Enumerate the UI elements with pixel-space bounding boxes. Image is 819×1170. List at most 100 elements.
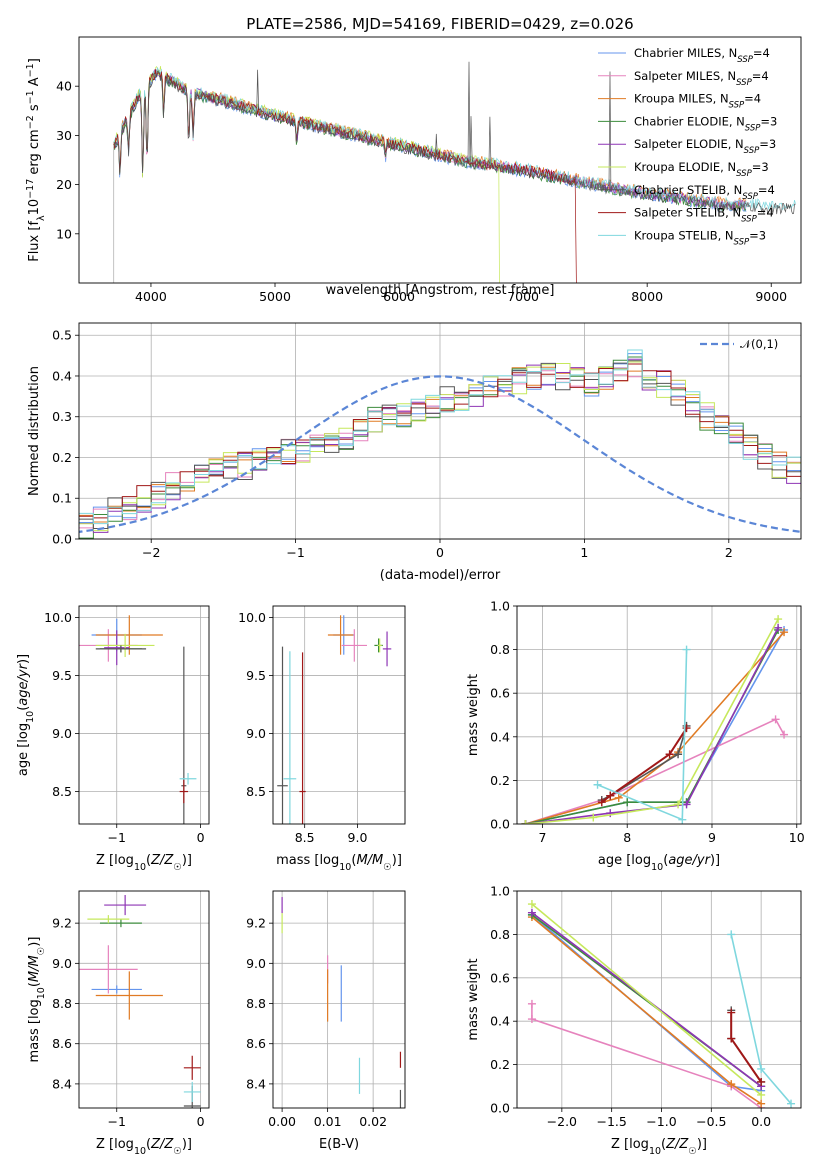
y-tick-label: 8.5 [246,784,266,799]
y-tick-label: 0.8 [490,927,510,942]
label-part: Flux [f [27,221,42,262]
series-marker [527,908,536,917]
label-part: age/yr [668,853,711,868]
x-tick-label: −1 [286,545,304,560]
series-line-kroupa-miles [531,916,762,1105]
x-tick-label: 0.0 [751,1114,771,1129]
spectrum-line-kroupa-elodie [113,65,500,283]
x-tick-label: −1 [108,830,126,845]
label-part: A [27,77,42,90]
errorbar-point [104,895,147,916]
y-tick-label: 1.0 [490,599,510,614]
y-tick-label: 0.0 [52,532,72,547]
errorbar-point [382,631,392,667]
legend-value: =4 [744,92,761,106]
legend-sub: SSP [745,123,761,133]
panel-massweight_vs_Z: −2.0 −1.5 −1.0 −0.5 0.0 0.0 0.2 0.4 0.6 0.8 1.0 Z [… [466,884,802,1157]
x-tick-label: −1.5 [596,1114,626,1129]
y-tick-label: 9.0 [52,726,72,741]
series-marker [727,1080,736,1089]
y-tick-label: 9.5 [246,668,266,683]
y-tick-label: 0.6 [490,970,510,985]
x-axis-label: Z [log10(Z/Z☉)] [96,1137,192,1157]
label-part: ( [27,982,42,987]
legend-entry: Salpeter STELIB, NSSP=4 [634,206,774,225]
series-marker [682,645,691,654]
y-tick-label: 10.0 [44,610,72,625]
series-marker [674,800,683,809]
series-line-salpeter-elodie [525,627,779,824]
errorbar-point [299,652,306,824]
x-tick-label: 0.01 [314,1114,342,1129]
label-part: 10 [25,711,36,723]
x-tick-label: 0 [197,830,205,845]
x-axis-label: Z [log10(Z/Z☉)] [611,1137,707,1157]
label-part: ] [27,58,42,63]
x-tick-label: 0.00 [268,1114,296,1129]
label-part: Z [log [611,1137,649,1152]
x-tick-label: −1.0 [646,1114,676,1129]
x-tick-label: 5000 [259,289,291,304]
y-tick-label: 9.2 [246,916,266,931]
errorbar-point [99,919,142,928]
x-tick-label: 8000 [631,289,663,304]
legend-name: Chabrier ELODIE, N [634,114,745,128]
x-tick-label: 6000 [383,289,415,304]
legend-value: =3 [759,137,776,151]
label-part: 10 [134,862,146,873]
label-part: 10 [649,1146,661,1157]
plot-area-age_vs_Z [79,615,197,824]
hist-salpeter-stelib [79,363,801,539]
label-part: )] [710,853,720,868]
errorbar-point [327,615,354,655]
series-marker [771,715,780,724]
errorbar-point [87,915,130,924]
y-tick-label: 9.0 [246,726,266,741]
x-tick-label: 9 [708,830,716,845]
series-marker [674,750,683,759]
axes-frame [516,605,802,825]
hist-kroupa-stelib [79,349,801,539]
label-part: 10 [651,862,663,873]
label-part: 10 [339,862,351,873]
y-tick-label: 8.6 [52,1036,72,1051]
label-part: −1 [25,63,36,77]
label-part: age [log [598,853,651,868]
y-tick-label: 30 [56,128,72,143]
errorbar-point [283,651,297,824]
series-marker [727,930,736,939]
series-marker [727,1008,736,1017]
series-marker [527,900,536,909]
legend-value: =3 [749,228,766,242]
legend-entry: Chabrier ELODIE, NSSP=3 [634,114,777,133]
series-marker [757,1090,766,1099]
x-axis-label: mass [log10(M/M☉)] [276,853,402,873]
y-tick-label: 8.4 [246,1076,266,1091]
y-tick-label: 9.2 [52,916,72,931]
label-part: 10 [27,199,42,216]
y-axis-label: mass weight [466,958,481,1040]
plot-area-massweight_vs_age [521,615,789,824]
label-part: ( [351,853,356,868]
plot-area-residuals [79,349,801,539]
y-tick-label: 0.0 [490,1101,510,1116]
x-tick-label: −0.5 [696,1114,726,1129]
legend-value: =4 [757,206,774,220]
label-part: erg cm [27,129,42,178]
x-tick-label: 8.5 [295,830,315,845]
errorbar-point [179,772,197,785]
errorbar-point [183,1081,201,1102]
hist-chabrier-stelib [79,360,801,539]
label-part: ( [16,706,31,711]
legend-value: =4 [753,46,770,60]
panel-spectrum: 4000 5000 6000 7000 8000 9000 10 20 30 40 waveleng… [25,36,802,304]
x-axis-label: age [log10(age/yr)] [598,853,720,873]
errorbar-point [79,945,138,994]
hist-chabrier-miles [79,353,801,539]
legend-sub: SSP [736,169,752,179]
series-marker [774,615,783,624]
label-part: ( [146,853,151,868]
hist-kroupa-miles [79,366,801,539]
legend-entry: Kroupa MILES, NSSP=4 [634,92,761,111]
